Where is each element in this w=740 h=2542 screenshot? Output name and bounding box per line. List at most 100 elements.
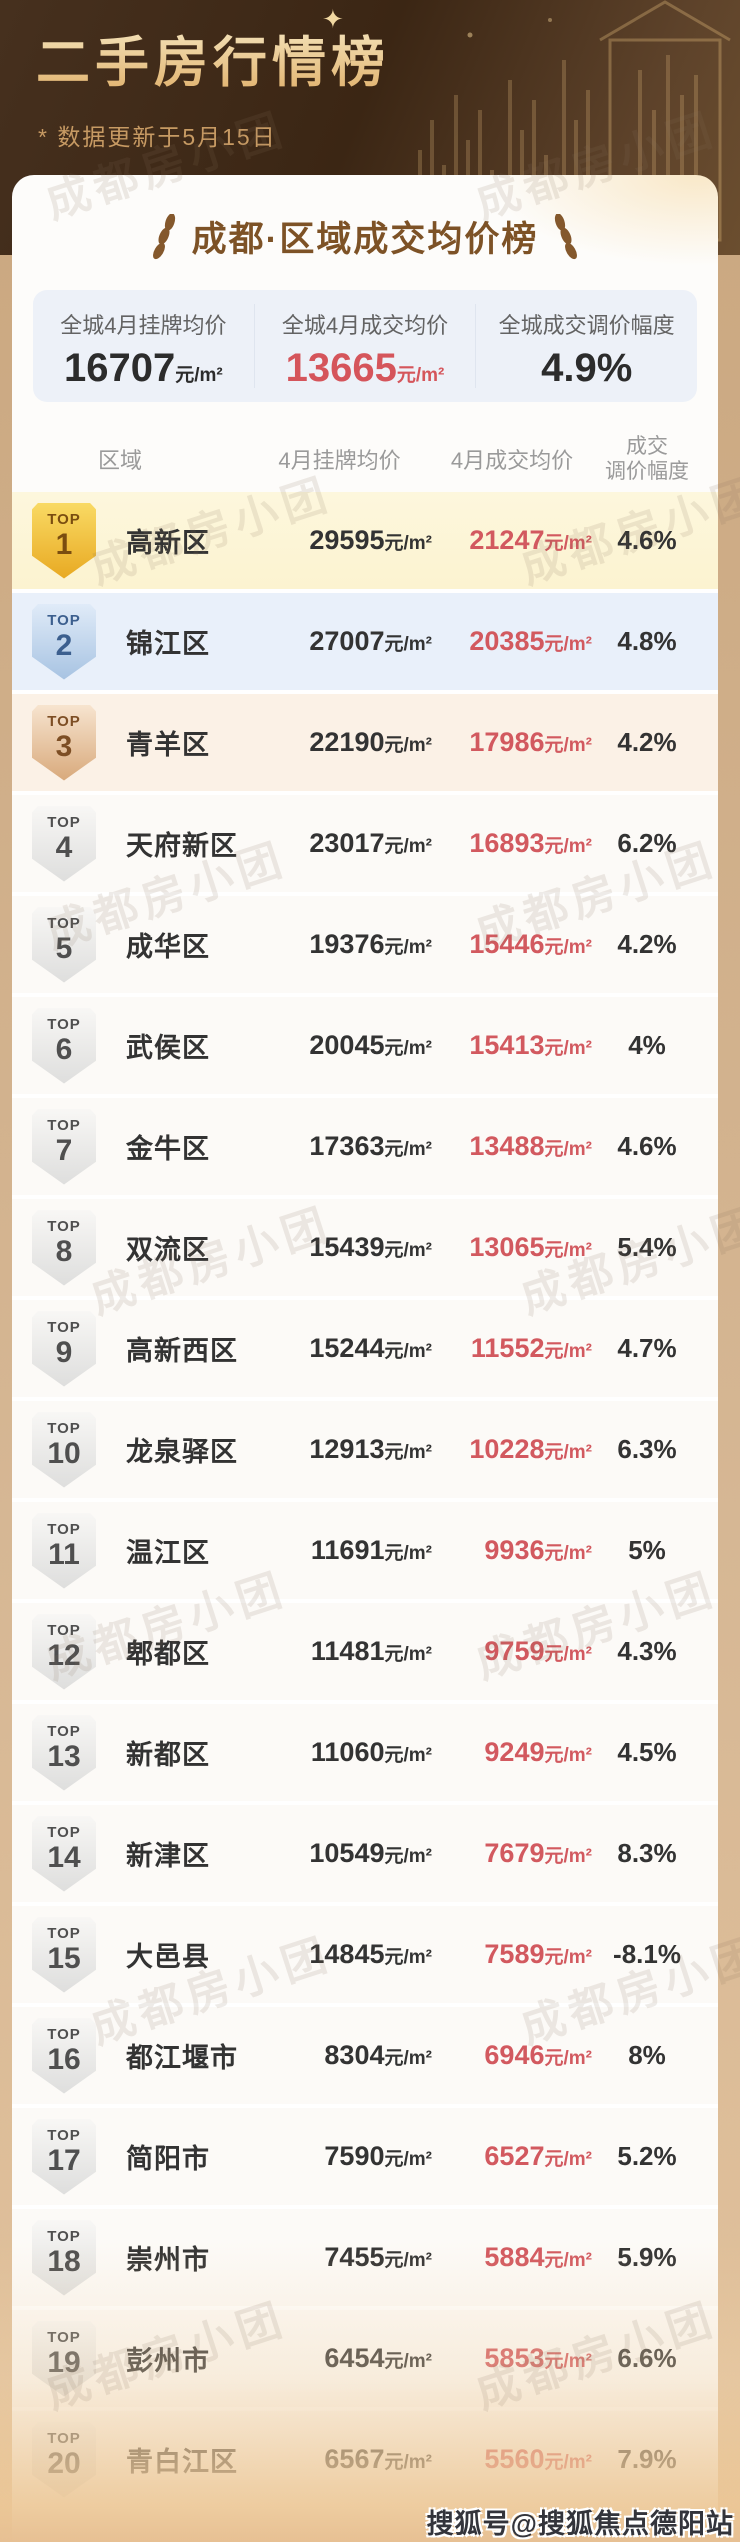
listed-price: 15439元/m²	[309, 1232, 432, 1262]
deal-price: 16893元/m²	[469, 828, 592, 858]
summary-listed-price: 全城4月挂牌均价 16707元/m²	[60, 313, 227, 390]
deal-price: 9759元/m²	[484, 1636, 592, 1666]
table-row: TOP 12 郫都区 11481元/m² 9759元/m² 4.3%	[12, 1603, 718, 1704]
table-row: TOP 5 成华区 19376元/m² 15446元/m² 4.2%	[12, 896, 718, 997]
rank-badge: TOP 10	[32, 1411, 96, 1488]
deal-price: 13065元/m²	[469, 1232, 592, 1262]
rank-number: 8	[55, 1234, 73, 1268]
card-title: 成都·区域成交均价榜	[191, 220, 539, 259]
deal-price: 6527元/m²	[484, 2141, 592, 2171]
rank-badge-label: TOP	[47, 1520, 81, 1538]
table-row: TOP 14 新津区 10549元/m² 7679元/m² 8.3%	[12, 1805, 718, 1906]
listed-price: 12913元/m²	[309, 1434, 432, 1464]
rank-badge-label: TOP	[47, 510, 81, 528]
rank-number: 6	[55, 1032, 73, 1066]
district-name: 成华区	[126, 932, 210, 962]
rank-badge: TOP 3	[32, 704, 96, 781]
listed-price: 27007元/m²	[309, 626, 432, 656]
rank-number: 18	[47, 2244, 81, 2278]
card-title-row: 成都·区域成交均价榜	[12, 211, 718, 262]
rank-badge-label: TOP	[47, 1924, 81, 1942]
rank-number: 16	[47, 2042, 81, 2076]
rank-badge-label: TOP	[47, 1217, 81, 1235]
rank-number: 13	[47, 1739, 81, 1773]
table-row: TOP 16 都江堰市 8304元/m² 6946元/m² 8%	[12, 2007, 718, 2108]
column-listed-price: 4月挂牌均价	[278, 448, 401, 473]
deal-price: 6946元/m²	[484, 2040, 592, 2070]
rank-badge-label: TOP	[47, 1116, 81, 1134]
table-row: TOP 7 金牛区 17363元/m² 13488元/m² 4.6%	[12, 1098, 718, 1199]
table-row: TOP 1 高新区 29595元/m² 21247元/m² 4.6%	[12, 492, 718, 593]
rank-number: 4	[55, 830, 73, 864]
deal-price: 17986元/m²	[469, 727, 592, 757]
rank-badge-label: TOP	[47, 1621, 81, 1639]
rank-badge-label: TOP	[47, 2126, 81, 2144]
district-name: 彭州市	[126, 2346, 210, 2376]
rank-badge-label: TOP	[47, 1015, 81, 1033]
rank-badge: TOP 6	[32, 1007, 96, 1084]
rank-badge: TOP 2	[32, 603, 96, 680]
table-row: TOP 9 高新西区 15244元/m² 11552元/m² 4.7%	[12, 1300, 718, 1401]
adjust-rate: 6.2%	[617, 828, 677, 858]
rank-badge-label: TOP	[47, 2429, 81, 2447]
listed-price: 11691元/m²	[310, 1535, 432, 1565]
table-row: TOP 3 青羊区 22190元/m² 17986元/m² 4.2%	[12, 694, 718, 795]
rank-badge: TOP 14	[32, 1815, 96, 1892]
deal-price: 15446元/m²	[469, 929, 592, 959]
rank-badge-label: TOP	[47, 813, 81, 831]
rank-badge-label: TOP	[47, 1318, 81, 1336]
rank-number: 10	[47, 1436, 81, 1470]
laurel-left-icon	[152, 213, 175, 259]
district-name: 大邑县	[126, 1942, 210, 1972]
rank-badge: TOP 15	[32, 1916, 96, 1993]
laurel-right-icon	[555, 213, 578, 259]
rank-number: 11	[48, 1537, 80, 1571]
adjust-rate: 8%	[628, 2040, 666, 2070]
rank-number: 3	[55, 729, 73, 763]
table-row: TOP 13 新都区 11060元/m² 9249元/m² 4.5%	[12, 1704, 718, 1805]
rank-number: 12	[47, 1638, 81, 1672]
district-name: 新都区	[126, 1740, 210, 1770]
rank-number: 14	[47, 1840, 81, 1874]
deal-price: 13488元/m²	[469, 1131, 592, 1161]
rank-badge: TOP 7	[32, 1108, 96, 1185]
district-name: 锦江区	[126, 629, 210, 659]
table-row: TOP 19 彭州市 6454元/m² 5853元/m² 6.6%	[12, 2310, 718, 2411]
page-title: 二手房行情榜	[36, 18, 390, 97]
adjust-rate: 4%	[628, 1030, 666, 1060]
rank-badge: TOP 13	[32, 1714, 96, 1791]
district-name: 天府新区	[126, 831, 238, 861]
listed-price: 29595元/m²	[309, 525, 432, 555]
rank-badge: TOP 16	[32, 2017, 96, 2094]
district-name: 双流区	[126, 1235, 210, 1265]
adjust-rate: -8.1%	[613, 1939, 681, 1969]
citywide-summary: 全城4月挂牌均价 16707元/m² 全城4月成交均价 13665元/m² 全城…	[33, 290, 697, 402]
table-row: TOP 17 简阳市 7590元/m² 6527元/m² 5.2%	[12, 2108, 718, 2209]
rank-badge-label: TOP	[47, 1722, 81, 1740]
adjust-rate: 4.7%	[617, 1333, 677, 1363]
adjust-rate: 4.8%	[617, 626, 677, 656]
listed-price: 15244元/m²	[309, 1333, 432, 1363]
table-row: TOP 15 大邑县 14845元/m² 7589元/m² -8.1%	[12, 1906, 718, 2007]
listed-price: 7590元/m²	[324, 2141, 432, 2171]
rank-badge: TOP 12	[32, 1613, 96, 1690]
rank-number: 20	[47, 2446, 81, 2480]
adjust-rate: 5%	[628, 1535, 666, 1565]
district-name: 郫都区	[126, 1639, 210, 1669]
deal-price: 5884元/m²	[484, 2242, 592, 2272]
rank-number: 1	[55, 527, 73, 561]
ranking-table-body: TOP 1 高新区 29595元/m² 21247元/m² 4.6% TOP 2…	[12, 492, 718, 2512]
rank-number: 2	[55, 628, 73, 662]
adjust-rate: 5.4%	[617, 1232, 677, 1262]
listed-price: 7455元/m²	[324, 2242, 432, 2272]
deal-price: 10228元/m²	[469, 1434, 592, 1464]
table-row: TOP 2 锦江区 27007元/m² 20385元/m² 4.8%	[12, 593, 718, 694]
adjust-rate: 4.3%	[617, 1636, 677, 1666]
listed-price: 10549元/m²	[309, 1838, 432, 1868]
rank-badge: TOP 9	[32, 1310, 96, 1387]
district-name: 高新区	[126, 528, 210, 558]
deal-price: 15413元/m²	[469, 1030, 592, 1060]
district-name: 龙泉驿区	[126, 1437, 238, 1467]
table-row: TOP 6 武侯区 20045元/m² 15413元/m² 4%	[12, 997, 718, 1098]
table-row: TOP 10 龙泉驿区 12913元/m² 10228元/m² 6.3%	[12, 1401, 718, 1502]
